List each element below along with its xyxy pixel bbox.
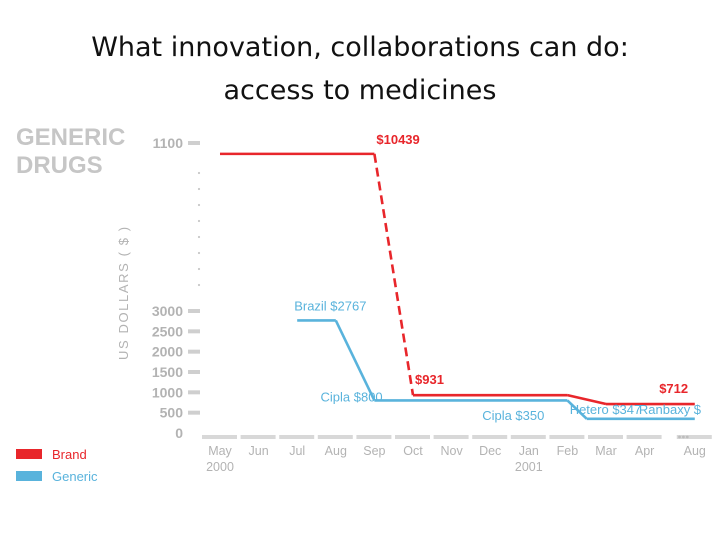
generic-line-segment bbox=[334, 319, 376, 402]
x-tick-label: Sep bbox=[363, 444, 385, 458]
x-axis-segment bbox=[279, 435, 315, 439]
x-tick-label: Jun bbox=[249, 444, 269, 458]
x-axis-segment bbox=[433, 435, 469, 439]
x-axis-segment bbox=[395, 435, 430, 439]
y-tick-mark bbox=[188, 309, 200, 313]
x-axis-segment bbox=[510, 435, 546, 439]
y-tick-mark bbox=[188, 329, 200, 334]
y-tick-label: 1500 bbox=[152, 364, 183, 380]
x-tick-label: Apr bbox=[635, 444, 654, 458]
y-tick-label: 2000 bbox=[152, 344, 183, 360]
x-axis-segment bbox=[317, 435, 353, 439]
axis-gap-dot bbox=[682, 435, 685, 439]
legend-label-brand: Brand bbox=[52, 447, 87, 462]
data-annotation: $712 bbox=[659, 381, 688, 396]
x-tick-sublabel: 2001 bbox=[515, 460, 543, 474]
axis-break-dot bbox=[197, 187, 201, 191]
axis-break-dot bbox=[197, 251, 201, 255]
axis-break-dot bbox=[197, 283, 201, 287]
y-tick-mark bbox=[188, 349, 200, 354]
x-axis-segment bbox=[240, 435, 276, 439]
x-tick-label: Feb bbox=[557, 444, 579, 458]
x-axis-segment bbox=[626, 435, 662, 439]
y-tick-mark bbox=[188, 141, 200, 145]
generic-line-segment bbox=[566, 399, 588, 420]
axis-gap-dot bbox=[685, 435, 689, 439]
legend-swatch-generic bbox=[16, 471, 42, 481]
x-tick-label: Aug bbox=[325, 444, 347, 458]
x-axis-segment bbox=[472, 435, 508, 439]
x-tick-label: Oct bbox=[403, 444, 423, 458]
x-tick-label: May bbox=[208, 444, 232, 458]
brand-line-segment bbox=[373, 153, 415, 396]
x-tick-label: Dec bbox=[479, 444, 501, 458]
x-axis-segment bbox=[676, 435, 712, 439]
axis-break-dot bbox=[197, 171, 201, 175]
legend-swatch-brand bbox=[16, 449, 42, 459]
y-tick-mark bbox=[188, 370, 200, 374]
y-tick-label: 3000 bbox=[152, 303, 183, 319]
data-annotation: Brazil $2767 bbox=[294, 298, 366, 313]
data-annotation: Cipla $800 bbox=[321, 389, 383, 404]
y-axis-label: US DOLLARS ( $ ) bbox=[116, 225, 131, 360]
chart-heading-line1: GENERIC bbox=[16, 124, 125, 151]
chart-heading-line2: DRUGS bbox=[16, 152, 103, 179]
legend-label-generic: Generic bbox=[52, 469, 98, 484]
x-tick-sublabel: 2000 bbox=[206, 460, 234, 474]
x-axis-segment bbox=[588, 435, 623, 439]
axis-break-dot bbox=[197, 219, 201, 223]
axis-break-dot bbox=[197, 203, 201, 207]
x-tick-label: Jan bbox=[519, 444, 539, 458]
data-annotation: Ranbaxy $ bbox=[639, 402, 702, 417]
y-tick-label: 1000 bbox=[152, 384, 183, 400]
x-axis-segment bbox=[549, 435, 585, 439]
data-annotation: Cipla $350 bbox=[482, 408, 544, 423]
y-tick-mark bbox=[188, 390, 200, 395]
slide-title: What innovation, collaborations can do: … bbox=[0, 26, 720, 112]
x-tick-label: Aug bbox=[684, 444, 706, 458]
data-annotation: Hetero $347 bbox=[570, 402, 642, 417]
x-axis-segment bbox=[356, 435, 392, 439]
x-tick-label: Mar bbox=[595, 444, 617, 458]
y-tick-label: 500 bbox=[160, 405, 184, 421]
axis-break-dot bbox=[197, 235, 201, 239]
y-tick-label: 2500 bbox=[152, 323, 183, 339]
data-annotation: $10439 bbox=[376, 132, 419, 147]
x-axis-segment bbox=[202, 435, 237, 439]
data-annotation: $931 bbox=[415, 372, 444, 387]
slide-title-line1: What innovation, collaborations can do: bbox=[91, 32, 629, 63]
y-tick-label: 1100 bbox=[153, 135, 184, 151]
y-tick-mark bbox=[188, 410, 200, 415]
axis-gap-dot bbox=[678, 435, 681, 439]
y-tick-label: 0 bbox=[175, 425, 183, 441]
x-tick-label: Nov bbox=[440, 444, 463, 458]
brand-line-segment bbox=[567, 393, 607, 406]
x-tick-label: Jul bbox=[289, 444, 305, 458]
slide-title-line2: access to medicines bbox=[223, 75, 497, 106]
axis-break-dot bbox=[197, 267, 201, 271]
